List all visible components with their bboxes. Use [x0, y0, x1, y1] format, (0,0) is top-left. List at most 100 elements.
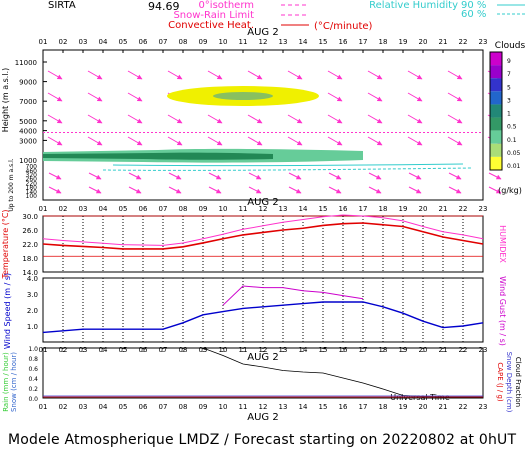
wind-arrow: [368, 172, 382, 180]
hour-tick-top: 07: [159, 38, 168, 46]
legend-rh-label: Relative Humidity: [369, 0, 458, 11]
wind-arrow: [247, 114, 263, 124]
hour-tick-mid: 03: [79, 205, 88, 213]
wind-arrow: [168, 186, 182, 194]
colorbar-tick: 5: [507, 84, 511, 91]
humidex-axis-label: HUMIDEX: [498, 225, 507, 263]
hour-tick-mid: 01: [39, 205, 48, 213]
clouds-title: Clouds: [495, 41, 526, 51]
wind-arrow: [327, 114, 343, 124]
hour-tick-bottom: 10: [219, 403, 228, 411]
cape-axis-label: CAPE (J / g): [496, 362, 504, 402]
hour-tick-low: 14: [299, 346, 308, 354]
legend-label: Convective Heat.: [168, 20, 254, 31]
temp-tick: 22.0: [22, 241, 38, 249]
hour-tick-top: 14: [299, 38, 308, 46]
hour-tick-mid: 06: [139, 205, 148, 213]
hour-tick-low: 10: [219, 346, 228, 354]
rain-tick: 0.2: [28, 386, 38, 393]
wind-arrow: [327, 136, 343, 146]
wind-arrow: [207, 136, 223, 146]
height-tick: 4000: [19, 128, 37, 136]
wind-arrow: [488, 186, 502, 194]
hour-tick-low: 17: [359, 346, 368, 354]
wind-arrow: [208, 172, 222, 180]
colorbar-tick: 1: [507, 111, 511, 118]
wind-arrow: [127, 70, 143, 80]
hour-tick-low: 02: [59, 346, 68, 354]
wind-arrow: [168, 172, 182, 180]
wind-arrow: [327, 92, 343, 102]
site-name: SIRTA: [48, 0, 76, 11]
hour-tick-mid: 13: [279, 205, 288, 213]
hour-tick-low: 13: [279, 346, 288, 354]
hour-tick-low: 20: [419, 346, 428, 354]
hour-tick-mid: 21: [439, 205, 448, 213]
legend-label: Snow-Rain Limit: [173, 10, 254, 21]
low-height-axis-label: Up to 200 m a.s.l.: [8, 158, 15, 211]
legend-unit: (°C/minute): [314, 21, 373, 32]
hour-tick-low: 06: [139, 346, 148, 354]
site-number: 94.69: [148, 0, 180, 13]
hour-tick-bottom: 09: [199, 403, 208, 411]
rain-tick: 0.0: [28, 396, 38, 403]
wind-arrow: [167, 136, 183, 146]
low-height-tick: 140: [26, 189, 38, 196]
rain-axis-label: Rain (mm / hour): [2, 352, 10, 412]
hour-tick-mid: 11: [239, 205, 248, 213]
colorbar-tick: 7: [507, 71, 511, 78]
hour-tick-top: 15: [319, 38, 328, 46]
low-height-tick: 260: [26, 176, 38, 183]
hour-tick-low: 01: [39, 346, 48, 354]
hour-tick-mid: 12: [259, 205, 268, 213]
colorbar-tick: 0.05: [507, 150, 521, 157]
hour-tick-low: 04: [99, 346, 108, 354]
hour-tick-low: 05: [119, 346, 128, 354]
low-height-tick: 180: [26, 185, 38, 192]
wind-arrow: [288, 172, 302, 180]
wind-arrow: [327, 70, 343, 80]
hour-tick-bottom: 13: [279, 403, 288, 411]
wind-arrow: [367, 136, 383, 146]
wind-arrow: [328, 186, 342, 194]
temp-tick: 26.0: [22, 227, 38, 235]
time-axis-label: Universal Time: [390, 393, 450, 402]
wind-arrow: [368, 186, 382, 194]
hour-tick-low: 03: [79, 346, 88, 354]
wind-arrow: [127, 114, 143, 124]
hour-tick-bottom: 22: [459, 403, 468, 411]
hour-tick-low: 09: [199, 346, 208, 354]
temp-tick: 18.0: [22, 255, 38, 263]
hour-tick-mid: 04: [99, 205, 108, 213]
wind-arrow: [127, 92, 143, 102]
hour-tick-low: 07: [159, 346, 168, 354]
rain-tick: 1.0: [28, 346, 38, 353]
colorbar-tick: 9: [507, 58, 511, 65]
wind-tick: 3.0: [27, 291, 38, 299]
wind-arrow: [408, 186, 422, 194]
hour-tick-top: 19: [399, 38, 408, 46]
hour-tick-bottom: 20: [419, 403, 428, 411]
date-label: AUG 2: [247, 352, 278, 363]
wind-arrow: [167, 70, 183, 80]
rain-tick: 0.8: [28, 356, 38, 363]
wind-axis-label: Wind Speed (m / s): [3, 273, 12, 349]
hour-tick-low: 12: [259, 346, 268, 354]
hour-tick-top: 11: [239, 38, 248, 46]
temp-tick: 14.0: [22, 269, 38, 277]
wind-arrow: [447, 136, 463, 146]
hour-tick-mid: 18: [379, 205, 388, 213]
hour-tick-top: 10: [219, 38, 228, 46]
humidex-line: [42, 214, 484, 246]
hour-tick-bottom: 08: [179, 403, 188, 411]
hour-tick-mid: 22: [459, 205, 468, 213]
hour-tick-mid: 08: [179, 205, 188, 213]
rain-tick: 0.6: [28, 366, 38, 373]
wind-arrow: [448, 186, 462, 194]
hour-tick-top: 02: [59, 38, 68, 46]
hour-tick-top: 17: [359, 38, 368, 46]
wind-arrow: [287, 136, 303, 146]
hour-tick-bottom: 17: [359, 403, 368, 411]
hour-tick-mid: 02: [59, 205, 68, 213]
wind-arrow: [447, 114, 463, 124]
